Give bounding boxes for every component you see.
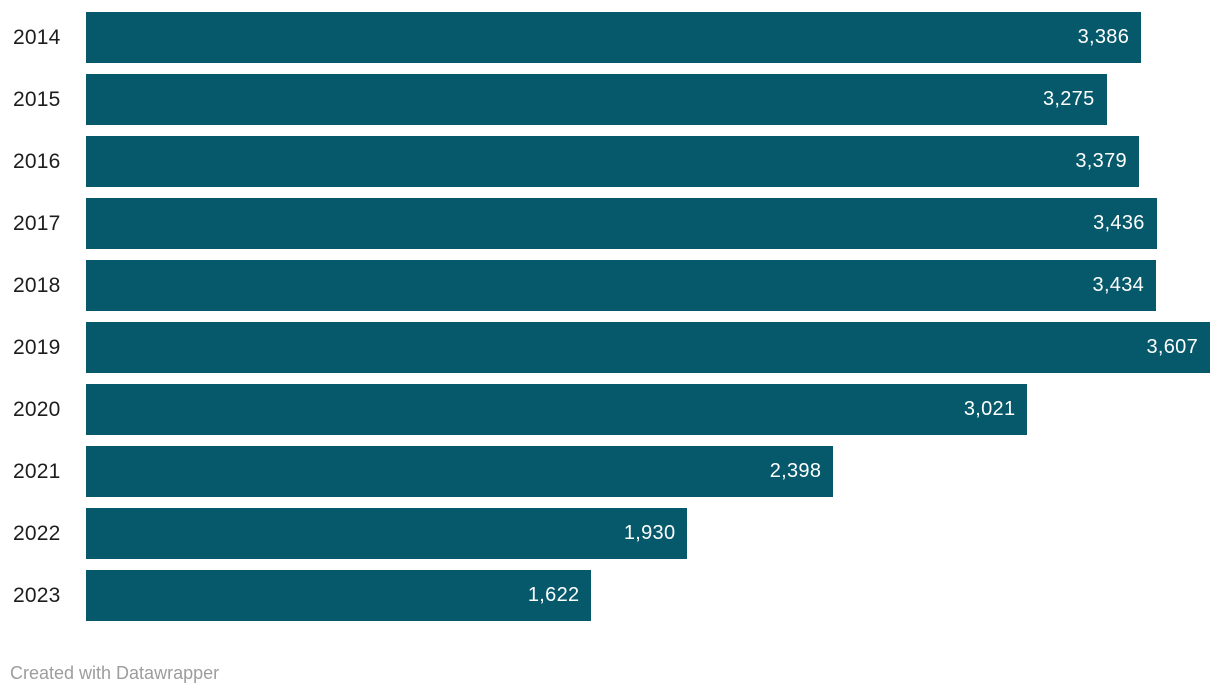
bar-track: 3,021 bbox=[86, 384, 1210, 435]
category-label: 2021 bbox=[13, 459, 61, 483]
bar-track: 3,434 bbox=[86, 260, 1210, 311]
bar-track: 3,386 bbox=[86, 12, 1210, 63]
value-label: 1,930 bbox=[623, 522, 676, 544]
bar: 3,379 bbox=[86, 136, 1139, 187]
value-label: 3,021 bbox=[963, 398, 1016, 420]
category-label: 2019 bbox=[13, 335, 61, 359]
value-label: 3,379 bbox=[1075, 150, 1127, 172]
value-label: 3,386 bbox=[1077, 26, 1130, 48]
bar: 3,386 bbox=[86, 12, 1142, 63]
value-label: 2,398 bbox=[769, 460, 822, 482]
category-label: 2015 bbox=[13, 87, 61, 111]
category-label: 2016 bbox=[13, 149, 61, 173]
bar-chart: 2014 3,386 2015 3,275 2016 3,379 2017 3,436 2018… bbox=[0, 12, 1210, 632]
bar-row: 2016 3,379 bbox=[0, 136, 1210, 198]
value-label: 3,434 bbox=[1092, 274, 1145, 296]
bar-track: 3,607 bbox=[86, 322, 1210, 373]
bar: 2,398 bbox=[86, 446, 834, 497]
category-label: 2022 bbox=[13, 521, 61, 545]
bar: 1,930 bbox=[86, 508, 688, 559]
bar-rows: 2014 3,386 2015 3,275 2016 3,379 2017 3,436 2018… bbox=[0, 12, 1210, 632]
bar-track: 3,275 bbox=[86, 74, 1210, 125]
bar: 1,622 bbox=[86, 570, 592, 621]
bar-track: 2,398 bbox=[86, 446, 1210, 497]
bar-row: 2021 2,398 bbox=[0, 446, 1210, 508]
bar-track: 1,930 bbox=[86, 508, 1210, 559]
bar-track: 1,622 bbox=[86, 570, 1210, 621]
bar-row: 2019 3,607 bbox=[0, 322, 1210, 384]
datawrapper-credit: Created with Datawrapper bbox=[10, 663, 220, 683]
category-label: 2020 bbox=[13, 397, 61, 421]
bar-row: 2018 3,434 bbox=[0, 260, 1210, 322]
value-label: 1,622 bbox=[527, 584, 580, 606]
bar-row: 2017 3,436 bbox=[0, 198, 1210, 260]
category-label: 2014 bbox=[13, 25, 61, 49]
bar: 3,434 bbox=[86, 260, 1157, 311]
bar-row: 2014 3,386 bbox=[0, 12, 1210, 74]
bar: 3,436 bbox=[86, 198, 1157, 249]
category-label: 2017 bbox=[13, 211, 61, 235]
bar-row: 2022 1,930 bbox=[0, 508, 1210, 570]
bar-track: 3,436 bbox=[86, 198, 1210, 249]
bar: 3,275 bbox=[86, 74, 1107, 125]
bar-row: 2015 3,275 bbox=[0, 74, 1210, 136]
bar-row: 2020 3,021 bbox=[0, 384, 1210, 446]
bar: 3,607 bbox=[86, 322, 1210, 373]
bar-row: 2023 1,622 bbox=[0, 570, 1210, 632]
value-label: 3,436 bbox=[1093, 212, 1145, 234]
bar: 3,021 bbox=[86, 384, 1028, 435]
value-label: 3,275 bbox=[1042, 88, 1095, 110]
category-label: 2023 bbox=[13, 583, 61, 607]
bar-track: 3,379 bbox=[86, 136, 1210, 187]
category-label: 2018 bbox=[13, 273, 61, 297]
value-label: 3,607 bbox=[1146, 336, 1198, 358]
